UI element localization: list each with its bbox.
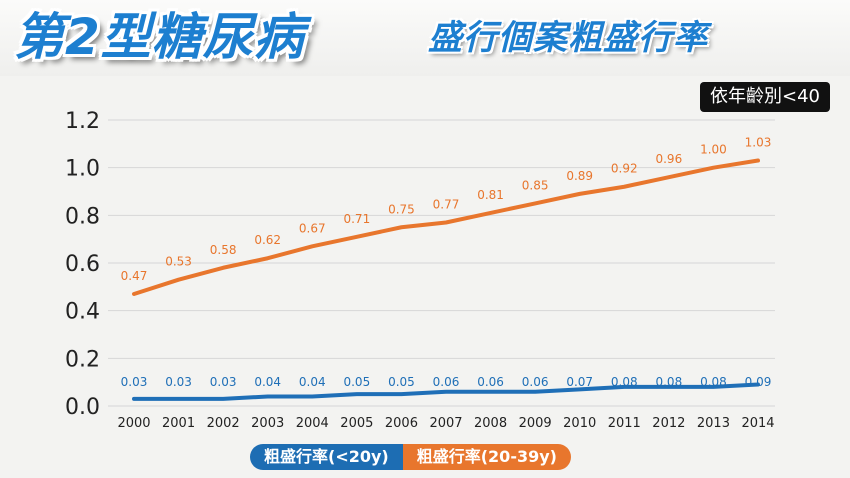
data-label: 1.03 xyxy=(745,136,772,150)
y-tick-label: 0.4 xyxy=(65,300,100,325)
data-label: 0.58 xyxy=(210,243,237,257)
data-label: 1.00 xyxy=(700,143,727,157)
x-tick-label: 2014 xyxy=(741,416,774,431)
x-tick-label: 2008 xyxy=(474,416,507,431)
data-label: 0.08 xyxy=(611,375,638,389)
x-tick-label: 2012 xyxy=(652,416,685,431)
x-tick-label: 2011 xyxy=(608,416,641,431)
data-label: 0.85 xyxy=(522,178,549,192)
data-label: 0.04 xyxy=(254,375,281,389)
data-label: 0.81 xyxy=(477,188,504,202)
data-label: 0.04 xyxy=(299,375,326,389)
data-label: 0.92 xyxy=(611,162,638,176)
data-label: 0.08 xyxy=(700,375,727,389)
x-tick-label: 2001 xyxy=(162,416,195,431)
data-label: 0.06 xyxy=(522,375,549,389)
chart-title: 第2型糖尿病 xyxy=(14,8,305,66)
x-tick-label: 2002 xyxy=(207,416,240,431)
legend: 粗盛行率(<20y) 粗盛行率(20-39y) xyxy=(250,444,571,470)
x-tick-label: 2013 xyxy=(697,416,730,431)
series-line-1 xyxy=(132,158,760,296)
y-tick-label: 0.6 xyxy=(65,252,100,277)
data-label: 0.05 xyxy=(343,375,370,389)
data-label: 0.96 xyxy=(655,152,682,166)
x-tick-label: 2003 xyxy=(251,416,284,431)
x-tick-label: 2010 xyxy=(563,416,596,431)
chart-subtitle: 盛行個案粗盛行率 xyxy=(428,18,708,58)
data-label: 0.67 xyxy=(299,221,326,235)
data-label: 0.03 xyxy=(165,375,192,389)
data-label: 0.89 xyxy=(566,169,593,183)
data-label: 0.71 xyxy=(343,212,370,226)
y-tick-label: 0.0 xyxy=(65,395,100,420)
data-label: 0.05 xyxy=(388,375,415,389)
data-label: 0.06 xyxy=(477,375,504,389)
x-tick-label: 2004 xyxy=(296,416,329,431)
data-label: 0.62 xyxy=(254,233,281,247)
y-tick-label: 1.0 xyxy=(65,157,100,182)
data-label: 0.07 xyxy=(566,375,593,389)
x-tick-label: 2005 xyxy=(340,416,373,431)
x-tick-label: 2000 xyxy=(117,416,150,431)
data-label: 0.47 xyxy=(121,269,148,283)
data-label: 0.09 xyxy=(745,375,772,389)
data-label: 0.06 xyxy=(433,375,460,389)
y-tick-label: 0.2 xyxy=(65,347,100,372)
x-tick-label: 2009 xyxy=(519,416,552,431)
legend-item-20-39: 粗盛行率(20-39y) xyxy=(402,444,571,470)
data-label: 0.03 xyxy=(210,375,237,389)
data-label: 0.03 xyxy=(121,375,148,389)
age-group-badge: 依年齡別<40 xyxy=(700,82,830,112)
data-label: 0.08 xyxy=(655,375,682,389)
x-tick-label: 2006 xyxy=(385,416,418,431)
header-banner: 第2型糖尿病 盛行個案粗盛行率 xyxy=(0,0,850,76)
x-tick-label: 2007 xyxy=(429,416,462,431)
y-tick-label: 0.8 xyxy=(65,204,100,229)
data-label: 0.75 xyxy=(388,202,415,216)
data-label: 0.77 xyxy=(433,197,460,211)
y-tick-label: 1.2 xyxy=(65,109,100,134)
data-label: 0.53 xyxy=(165,255,192,269)
legend-item-under20: 粗盛行率(<20y) xyxy=(250,444,403,470)
